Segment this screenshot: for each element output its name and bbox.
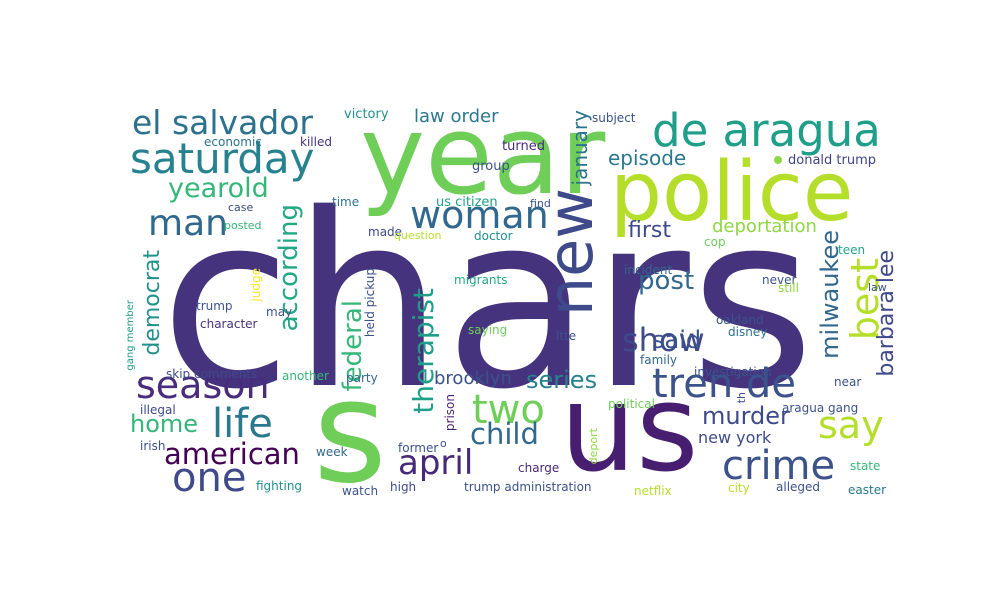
word-post: post [638,266,695,296]
word-watch: watch [342,484,379,498]
word-said: said [652,326,702,354]
word-killed: killed [300,135,332,149]
word-american: american [164,437,300,471]
word-party: party [346,371,378,385]
word-netflix: netflix [634,484,672,498]
word-o: o [440,437,447,450]
word-january: january [568,110,592,186]
word-show: show [622,321,705,359]
word-disney: disney [728,325,768,339]
word-alleged: alleged [776,480,821,494]
word-crime: crime [722,443,836,489]
word-state: state [850,459,881,473]
word-doctor: doctor [474,229,513,243]
word-brooklyn: brooklyn [434,368,512,389]
word-trump: trump [196,299,233,313]
word-high: high [390,480,417,494]
word-el-salvador: el salvador [132,103,314,142]
word-find: find [530,197,551,210]
word-woman: woman [410,193,549,237]
word-law-order: law order [414,106,499,127]
word-teen: teen [838,243,866,257]
word-fighting: fighting [256,479,303,493]
word-de-aragua: de aragua [652,104,881,157]
word-saturday: saturday [130,134,315,183]
word-trump-administration: trump administration [464,480,592,494]
word-week: week [316,445,348,459]
word-irish: irish [140,439,166,453]
word-home: home [130,410,199,438]
word-judge: judge [249,268,263,302]
word-character: character [200,317,258,331]
word-murder: murder [702,402,790,430]
word-deport: deport [587,428,600,465]
word-saying: saying [468,323,508,337]
word-police: police [610,145,854,240]
word-first: first [628,218,671,243]
word-posted: posted [224,219,262,232]
word-us-citizen: us citizen [436,195,498,210]
word-child: child [470,417,539,451]
word-skip-comments: skip comments [166,367,258,381]
word-oakland: oakland [716,313,764,327]
word-illegal: illegal [140,403,176,417]
word-episode: episode [608,146,687,170]
word-still: still [778,281,799,295]
word-law: law [868,281,887,294]
word-charge: charge [518,461,560,475]
word-donald-trump: donald trump [788,153,877,168]
word-turned: turned [502,139,545,154]
word-case: case [228,201,254,214]
word-th: th [735,392,748,404]
word-incident: incident [624,263,673,277]
word-series: series [526,366,598,394]
word-subject: subject [592,111,636,125]
word-gang-member: gang member [125,300,136,371]
word-easter: easter [848,483,887,497]
word-time: time [332,195,360,209]
word-investigation: investigation [694,365,772,379]
word-group: group [472,159,510,174]
word-family: family [640,353,678,367]
word-year: year [360,91,606,219]
word-democrat: democrat [140,250,165,356]
word-held-pickup: held pickup [363,268,377,338]
word-may: may [266,305,293,319]
word-s: s [313,350,387,515]
word-economic: economic [204,135,262,149]
word-us: us [560,360,699,499]
word-victory: victory [344,107,389,122]
word-near: near [834,375,862,389]
word-cop: cop [704,235,726,249]
word-made: made [368,225,403,239]
word-prison: prison [443,394,457,432]
word-one: one [172,455,247,501]
word-two: two [472,387,545,433]
word-tren-de: tren de [652,361,796,407]
word-chars: chars [160,162,815,442]
word-aragua-gang: aragua gang [782,401,859,415]
word-say: say [818,403,884,447]
word-migrants: migrants [454,273,508,287]
word-barbara-lee: barbara lee [874,250,899,377]
word-never: never [762,273,797,287]
word-season: season [136,363,270,407]
word-another: another [282,369,329,383]
word-life: life [212,401,273,447]
word-city: city [728,481,750,495]
word-april: april [398,443,474,483]
word-ltte: ltte [556,329,577,343]
word-new-york: new york [698,428,772,447]
word-political: political [608,397,655,411]
dot-mark [774,156,782,164]
word-deportation: deportation [712,216,817,237]
word-former: former [398,441,439,455]
word-therapist: therapist [407,288,440,414]
word-question: question [394,229,442,242]
word-yearold: yearold [168,173,269,204]
word-man: man [148,203,228,244]
